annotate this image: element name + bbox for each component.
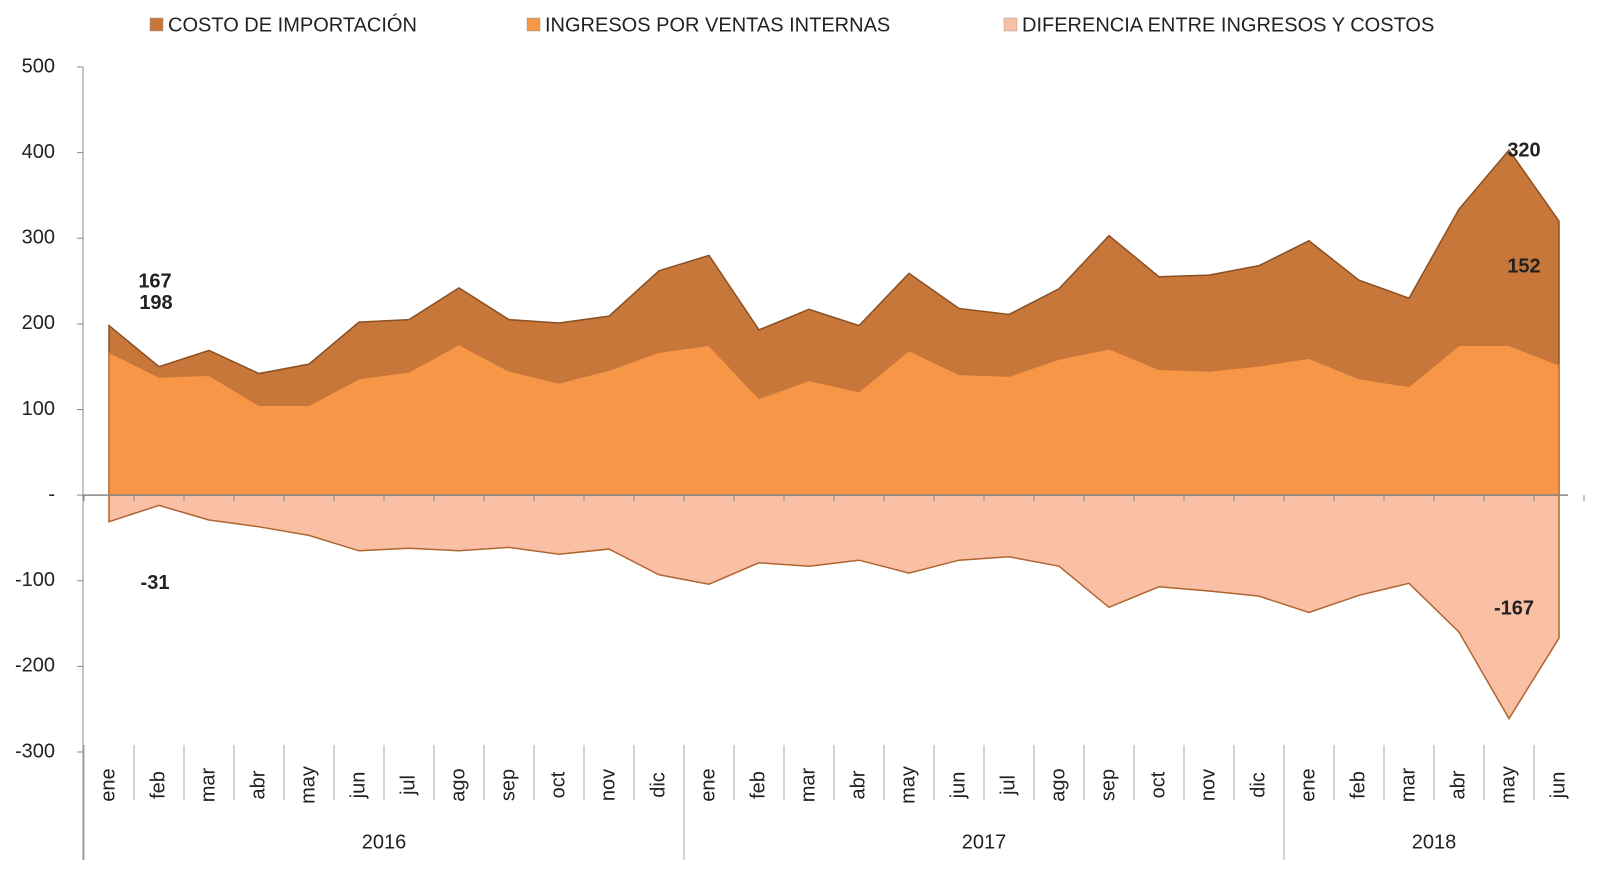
area <box>108 494 1560 721</box>
x-tick-label: oct <box>1147 771 1169 798</box>
group-label: 2018 <box>1412 831 1457 853</box>
data-label: 198 <box>139 292 172 314</box>
y-tick-label: -200 <box>15 655 55 677</box>
x-tick-label: may <box>1497 766 1519 804</box>
x-tick-label: mar <box>1397 767 1419 802</box>
y-tick-label: -300 <box>15 740 55 762</box>
x-tick-label: feb <box>147 771 169 799</box>
y-tick-label: - <box>48 483 55 505</box>
x-tick-label: nov <box>597 769 619 801</box>
y-tick-label: 300 <box>22 227 55 249</box>
x-tick-label: jun <box>1547 772 1569 800</box>
x-tick-label: may <box>297 766 319 804</box>
x-tick-label: may <box>897 766 919 804</box>
x-tick-label: ago <box>447 768 469 801</box>
x-tick-label: dic <box>647 772 669 798</box>
x-tick-label: nov <box>1197 769 1219 801</box>
data-label: 167 <box>138 270 171 292</box>
x-tick-label: jun <box>347 772 369 800</box>
y-tick-label: 500 <box>22 55 55 77</box>
x-tick-label: ene <box>697 768 719 801</box>
data-label: 152 <box>1507 255 1540 277</box>
x-tick-label: feb <box>747 771 769 799</box>
x-tick-label: jul <box>997 775 1019 796</box>
x-tick-label: jul <box>397 775 419 796</box>
y-tick-label: 200 <box>22 312 55 334</box>
data-label: -167 <box>1494 597 1534 619</box>
x-tick-label: sep <box>497 769 519 801</box>
data-label: 320 <box>1507 139 1540 161</box>
x-tick-label: mar <box>797 767 819 802</box>
x-tick-label: ene <box>97 768 119 801</box>
x-tick-label: abr <box>847 770 869 799</box>
legend-swatch <box>526 17 541 32</box>
x-tick-label: mar <box>197 767 219 802</box>
group-label: 2016 <box>362 831 407 853</box>
x-tick-label: abr <box>247 770 269 799</box>
x-tick-label: feb <box>1347 771 1369 799</box>
y-tick-label: -100 <box>15 569 55 591</box>
x-tick-label: ene <box>1297 768 1319 801</box>
legend-label: DIFERENCIA ENTRE INGRESOS Y COSTOS <box>1022 14 1434 36</box>
y-tick-label: 100 <box>22 398 55 420</box>
x-tick-label: dic <box>1247 772 1269 798</box>
x-tick-label: oct <box>547 771 569 798</box>
legend-label: COSTO DE IMPORTACIÓN <box>168 13 417 36</box>
group-label: 2017 <box>962 831 1007 853</box>
data-label: -31 <box>141 572 170 594</box>
area <box>108 343 1560 496</box>
x-tick-label: jun <box>947 772 969 800</box>
x-tick-label: ago <box>1047 768 1069 801</box>
x-tick-label: sep <box>1097 769 1119 801</box>
legend-swatch <box>1003 17 1018 32</box>
legend-swatch <box>149 17 164 32</box>
y-tick-label: 400 <box>22 141 55 163</box>
legend-label: INGRESOS POR VENTAS INTERNAS <box>545 14 890 36</box>
x-tick-label: abr <box>1447 770 1469 799</box>
